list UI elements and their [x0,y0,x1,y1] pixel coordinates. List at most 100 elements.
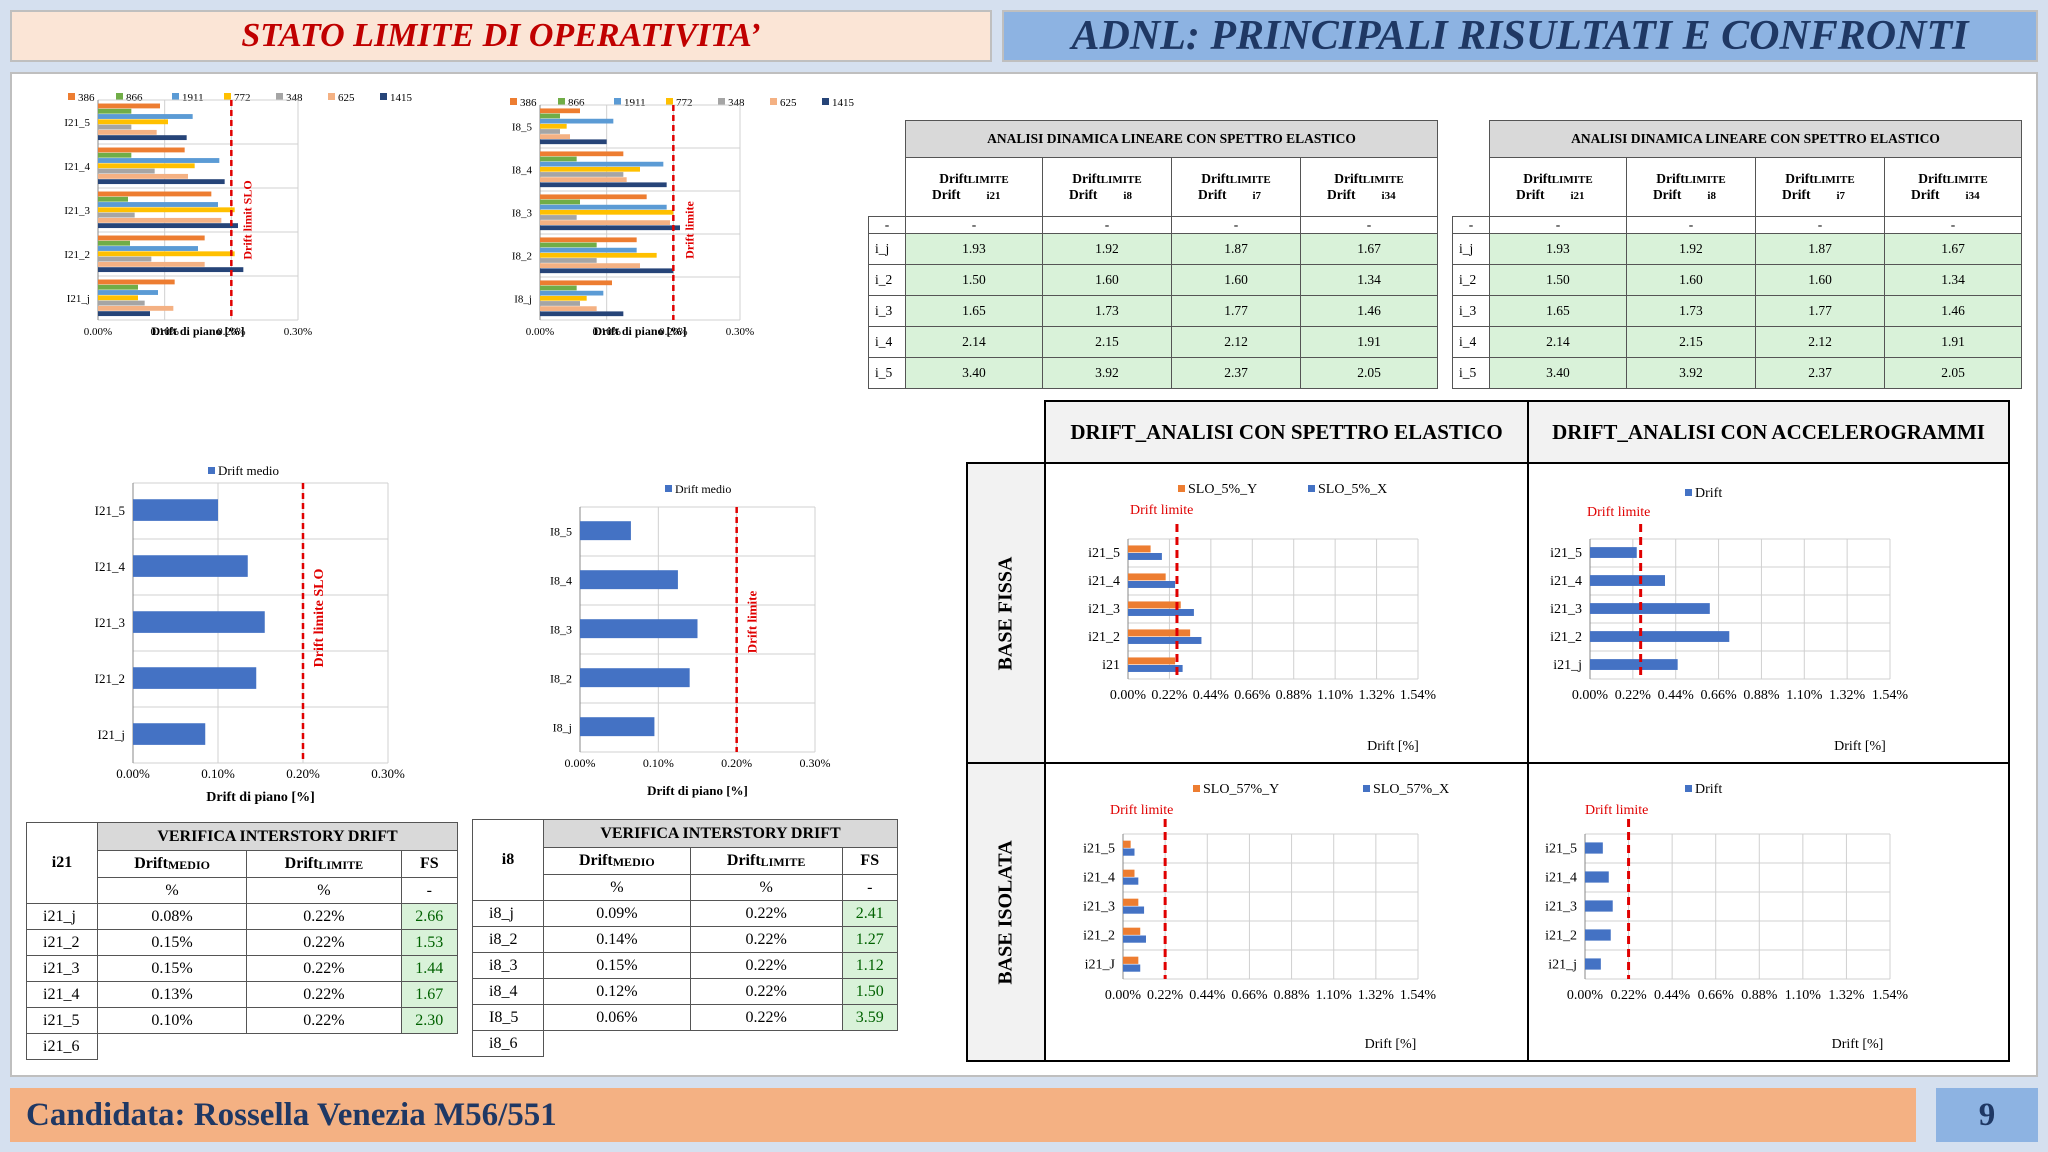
bar [540,263,640,268]
verifica-fs: 2.30 [400,1007,459,1034]
adl-row-label: i_5 [1452,357,1490,389]
x-axis-label: Drift [%] [1365,1037,1417,1052]
bar [1585,871,1609,883]
bar [540,301,580,306]
x-tick-label: 1.10% [1785,988,1822,1003]
verifica-medio: 0.12% [543,978,691,1005]
x-tick-label: 0.20% [659,326,687,338]
x-axis-label: Drift di piano [%] [206,790,315,805]
verifica-limite: 0.22% [246,1007,402,1034]
legend-label: Drift [1695,486,1722,501]
bar [540,182,667,188]
legend-label: 1415 [832,97,855,109]
verifica-limite: 0.22% [246,929,402,956]
adl-col-header: DriftLIMITE Drift i21 [905,157,1043,217]
adl-dash: - [1170,216,1302,234]
bar [540,108,580,114]
bar [1128,581,1176,588]
verifica-title: VERIFICA INTERSTORY DRIFT [543,819,898,848]
x-tick-label: 0.30% [726,326,754,338]
verifica-fs: 1.53 [400,929,459,956]
bar [540,129,560,134]
category-label: I8_4 [550,574,572,588]
adl-cell: 1.34 [1884,264,2022,296]
bar [98,163,195,169]
verifica-row-label: i21_j [26,903,98,930]
x-tick-label: 0.22% [1151,688,1188,703]
bar [1590,659,1678,670]
bar [1585,900,1613,912]
adl-cell: 2.15 [1625,326,1756,358]
category-label: i21_4 [1088,574,1120,589]
adl-col-header: DriftLIMITE Drift i34 [1300,157,1438,217]
slide-title-right: ADNL: PRINCIPALI RISULTATI E CONFRONTI [1002,10,2038,62]
x-axis-label: Drift [%] [1367,739,1419,754]
bar [1590,575,1665,586]
verifica-medio: 0.08% [96,903,248,930]
bar [540,113,560,119]
chart-i21-records: 386 866 1911 772 348 625 1415 0.00% 0.10% 0.20% 0.… [64,92,412,338]
chart-i8-records: 386 866 1911 772 348 625 1415 0.00% 0.10% 0.20% 0.… [510,97,855,338]
bar [580,570,678,590]
adl-dash: - [1754,216,1886,234]
legend-label: Drift medio [675,482,731,496]
adl-dash-corner: - [868,216,906,234]
bar [98,179,225,185]
bar [540,285,577,291]
category-label: I8_2 [550,672,572,686]
bar [1590,603,1710,614]
grid-row-base-isolata: BASE ISOLATA [966,762,1046,1062]
adl-dash: - [1884,216,2022,234]
verifica-row-label: i8_3 [472,952,544,979]
adl-row: i_4 2.14 2.15 2.12 1.91 [1452,326,2022,358]
bar [540,290,604,296]
category-label: i21_j [1548,958,1577,973]
bar [1123,898,1139,906]
category-label: i21_3 [1088,602,1120,617]
x-tick-label: 0.10% [643,756,674,770]
limit-label: Drift limite [1130,503,1193,518]
bar [540,258,597,263]
bar [580,619,698,639]
bar [1585,842,1603,854]
adl-cell: 1.34 [1300,264,1438,296]
legend-label: 772 [234,92,251,104]
category-label: i21 [1102,658,1120,673]
x-tick-label: 0.88% [1741,988,1778,1003]
adl-title: ANALISI DINAMICA LINEARE CON SPETTRO ELA… [1489,120,2022,158]
legend-swatch [276,93,283,100]
verifica-table-i21: i21 VERIFICA INTERSTORY DRIFT DriftMEDIO Dr… [26,822,459,1060]
adl-cell: 2.37 [1170,357,1302,389]
legend-swatch [558,98,565,105]
legend-swatch [822,98,829,105]
verifica-row-label: i8_2 [472,926,544,953]
category-label: i21_3 [1083,900,1115,915]
verifica-fs: 1.50 [841,978,899,1005]
chart-fissa-spettro: SLO_5%_Y SLO_5%_X 0.00% 0.22% 0.44% 0.66% 0.88… [1088,482,1436,754]
bar [540,118,614,124]
adl-cell: 3.92 [1625,357,1756,389]
bar [540,139,607,145]
bar [1128,637,1202,644]
verifica-row-label: i8_j [472,900,544,927]
category-label: I8_j [553,721,572,735]
grid-row-base-fissa-text: BASE FISSA [994,556,1017,670]
legend-swatch [224,93,231,100]
bar [98,284,138,290]
bar [540,161,664,167]
bar [1123,877,1139,885]
category-label: I8_3 [512,208,533,220]
chart-i8-medio: Drift medio 0.00% 0.10% 0.20% 0.30% I8_5 I8_4 I… [550,482,831,798]
bar [98,103,160,109]
adl-cell: 1.67 [1884,233,2022,265]
adl-cell: 1.46 [1300,295,1438,327]
category-label: I21_4 [64,161,90,173]
x-axis-label: Drift di piano [%] [594,324,687,338]
bar [1128,573,1166,581]
x-tick-label: 0.22% [1147,988,1184,1003]
legend-swatch [665,485,672,492]
verifica-row-label: i21_5 [26,1007,98,1034]
adl-cell: 1.77 [1754,295,1886,327]
limit-label: Drift limite [1587,505,1650,520]
comparison-grid: DRIFT_ANALISI CON SPETTRO ELASTICO DRIFT… [966,400,2010,1062]
